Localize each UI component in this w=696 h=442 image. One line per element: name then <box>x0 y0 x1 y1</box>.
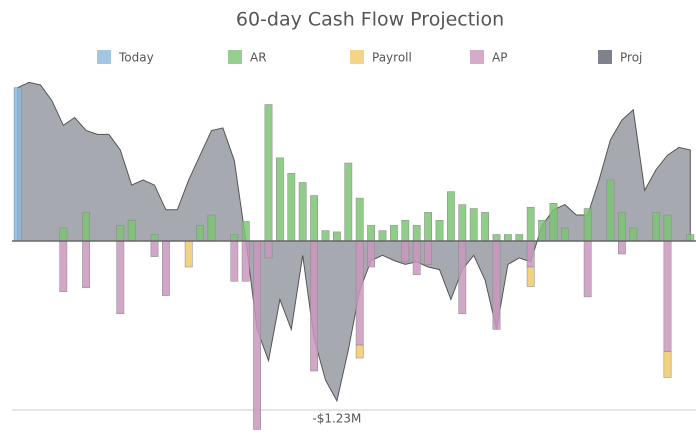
legend-label: Proj <box>620 51 642 65</box>
bar <box>253 240 261 430</box>
chart-title: 60-day Cash Flow Projection <box>236 9 504 31</box>
bar <box>629 227 638 242</box>
bar <box>469 208 478 242</box>
legend-label: Payroll <box>372 51 412 65</box>
bar <box>116 240 125 315</box>
bar <box>230 240 239 282</box>
bar <box>458 240 467 315</box>
bar <box>435 219 444 242</box>
bar <box>59 227 68 242</box>
bar <box>116 225 125 242</box>
data-label: -$1.23M <box>312 411 361 425</box>
bar <box>549 203 558 242</box>
bar <box>13 87 22 242</box>
bar <box>458 204 467 242</box>
bar <box>82 212 90 242</box>
bar <box>561 227 569 242</box>
legend-label: AP <box>492 51 507 65</box>
bar <box>321 230 330 242</box>
bar <box>390 225 398 242</box>
bar <box>424 212 432 242</box>
legend-swatch <box>350 50 364 64</box>
bar <box>264 104 273 242</box>
bar <box>481 212 489 242</box>
bar <box>618 212 626 242</box>
bar <box>127 219 136 242</box>
bar <box>686 234 695 242</box>
bar <box>276 157 284 242</box>
bar <box>355 197 364 242</box>
bar <box>264 240 273 259</box>
bar <box>378 230 387 242</box>
bar <box>355 344 364 359</box>
bar <box>184 240 193 268</box>
bar <box>401 219 410 242</box>
bar <box>162 240 170 296</box>
bar <box>310 240 318 372</box>
bar <box>333 231 341 242</box>
bar <box>538 219 546 242</box>
legend-label: Today <box>118 51 154 65</box>
bar <box>504 234 512 242</box>
bar <box>367 225 375 242</box>
bar <box>82 240 90 289</box>
bar <box>447 191 455 242</box>
bar <box>150 240 159 257</box>
bar <box>355 240 364 346</box>
bar <box>515 234 524 242</box>
bar <box>424 240 432 265</box>
bar <box>663 351 672 378</box>
bar <box>492 240 501 330</box>
bar <box>207 214 216 242</box>
bar <box>196 225 204 242</box>
bar <box>241 240 250 282</box>
bar <box>663 214 672 242</box>
legend-swatch <box>470 50 484 64</box>
bar <box>412 225 421 242</box>
bar <box>618 240 626 255</box>
bar <box>526 266 535 287</box>
bar <box>583 208 592 242</box>
bar <box>606 179 615 242</box>
legend-swatch <box>228 50 242 64</box>
bar <box>652 212 660 242</box>
bar <box>59 240 68 292</box>
bar <box>310 195 318 242</box>
legend-swatch <box>97 50 111 64</box>
legend-label: AR <box>250 51 267 65</box>
bar <box>583 240 592 298</box>
bar <box>230 234 239 242</box>
bar <box>287 173 296 242</box>
bar <box>241 221 250 242</box>
bar <box>663 240 672 352</box>
bar <box>401 240 410 263</box>
bar <box>492 234 501 242</box>
bar <box>526 240 535 268</box>
bar <box>367 240 375 268</box>
bar <box>298 182 307 242</box>
bar <box>344 162 353 242</box>
bar <box>150 234 159 242</box>
legend-swatch <box>598 50 612 64</box>
bar <box>526 206 535 242</box>
bar <box>412 240 421 276</box>
